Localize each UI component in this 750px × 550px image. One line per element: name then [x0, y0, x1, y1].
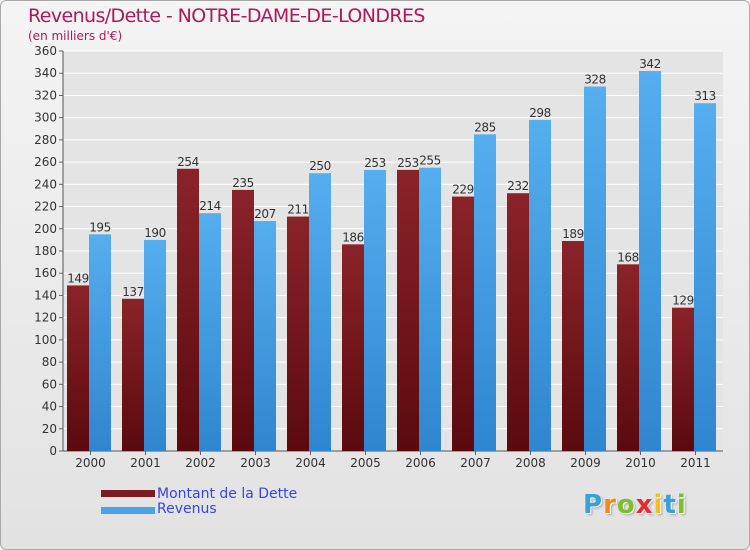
data-label: 214 [199, 199, 220, 213]
data-label: 149 [67, 271, 88, 285]
x-tick-label: 2006 [405, 456, 436, 470]
x-tick-label: 2003 [240, 456, 271, 470]
bar-dette [672, 307, 694, 451]
logo-letter: i [653, 490, 664, 520]
y-tick-label: 60 [42, 377, 57, 391]
x-tick-label: 2010 [625, 456, 656, 470]
x-tick-label: 2000 [75, 456, 106, 470]
y-tick-label: 40 [42, 400, 57, 414]
data-label: 190 [144, 226, 165, 240]
data-label: 253 [397, 156, 418, 170]
legend-swatch-revenus [101, 507, 155, 514]
y-tick-label: 80 [42, 355, 57, 369]
legend-label-dette: Montant de la Dette [157, 486, 298, 502]
data-label: 298 [529, 106, 550, 120]
legend-label-revenus: Revenus [157, 501, 217, 517]
bar-dette [232, 189, 254, 451]
chart-title: Revenus/Dette - NOTRE-DAME-DE-LONDRES [28, 5, 425, 27]
y-tick-label: 180 [34, 244, 57, 258]
y-tick-label: 340 [34, 66, 57, 80]
bar-revenus [419, 167, 441, 451]
data-label: 253 [364, 156, 385, 170]
x-tick-label: 2009 [570, 456, 601, 470]
bar-revenus [89, 234, 111, 451]
y-tick-label: 100 [34, 333, 57, 347]
y-tick-label: 320 [34, 88, 57, 102]
bar-dette [617, 264, 639, 451]
data-label: 328 [584, 73, 605, 87]
y-tick-label: 300 [34, 111, 57, 125]
data-label: 137 [122, 285, 143, 299]
data-label: 342 [639, 57, 660, 71]
x-tick-label: 2005 [350, 456, 381, 470]
bar-revenus [584, 86, 606, 452]
bar-revenus [254, 221, 276, 451]
y-tick-label: 200 [34, 222, 57, 236]
bar-dette [122, 298, 144, 451]
data-label: 255 [419, 154, 440, 168]
data-label: 313 [694, 89, 715, 103]
bar-dette [397, 169, 419, 451]
bar-dette [287, 216, 309, 451]
bar-dette [67, 285, 89, 451]
data-label: 232 [507, 179, 528, 193]
bar-revenus [474, 134, 496, 452]
x-tick-label: 2008 [515, 456, 546, 470]
legend-swatch-dette [101, 490, 155, 497]
bar-dette [177, 168, 199, 451]
bar-revenus [364, 169, 386, 451]
bar-revenus [309, 173, 331, 451]
data-label: 254 [177, 155, 198, 169]
y-tick-label: 240 [34, 177, 57, 191]
chart-subtitle: (en milliers d'€) [28, 29, 123, 43]
data-label: 189 [562, 227, 583, 241]
data-label: 186 [342, 230, 363, 244]
bar-revenus [529, 119, 551, 451]
bar-revenus [694, 103, 716, 451]
y-tick-label: 160 [34, 266, 57, 280]
data-label: 235 [232, 176, 253, 190]
y-tick-label: 220 [34, 200, 57, 214]
logo-letter: t [663, 490, 677, 520]
data-label: 229 [452, 183, 473, 197]
x-tick-label: 2011 [680, 456, 711, 470]
logo-letter: P [583, 490, 604, 520]
bar-dette [342, 244, 364, 451]
proxiti-logo: Proxiti [583, 490, 687, 520]
data-label: 195 [89, 220, 110, 234]
y-tick-label: 140 [34, 288, 57, 302]
bar-dette [507, 193, 529, 451]
y-tick-label: 260 [34, 155, 57, 169]
x-tick-label: 2001 [130, 456, 161, 470]
data-label: 129 [672, 294, 693, 308]
logo-letter: x [635, 490, 654, 520]
data-label: 207 [254, 207, 275, 221]
logo-letter: o [616, 490, 636, 520]
bar-revenus [144, 239, 166, 451]
data-label: 250 [309, 159, 330, 173]
bar-revenus [199, 213, 221, 451]
x-tick-label: 2004 [295, 456, 326, 470]
y-tick-label: 120 [34, 311, 57, 325]
data-label: 285 [474, 120, 495, 134]
bar-dette [452, 196, 474, 451]
y-tick-label: 280 [34, 133, 57, 147]
bar-dette [562, 241, 584, 451]
y-tick-label: 20 [42, 422, 57, 436]
bar-revenus [639, 71, 661, 451]
y-tick-label: 0 [49, 444, 57, 458]
data-label: 168 [617, 250, 638, 264]
x-tick-label: 2002 [185, 456, 216, 470]
x-tick-label: 2007 [460, 456, 491, 470]
logo-letter: r [603, 490, 617, 520]
data-label: 211 [287, 203, 308, 217]
y-tick-label: 360 [34, 44, 57, 58]
logo-letter: i [676, 490, 687, 520]
